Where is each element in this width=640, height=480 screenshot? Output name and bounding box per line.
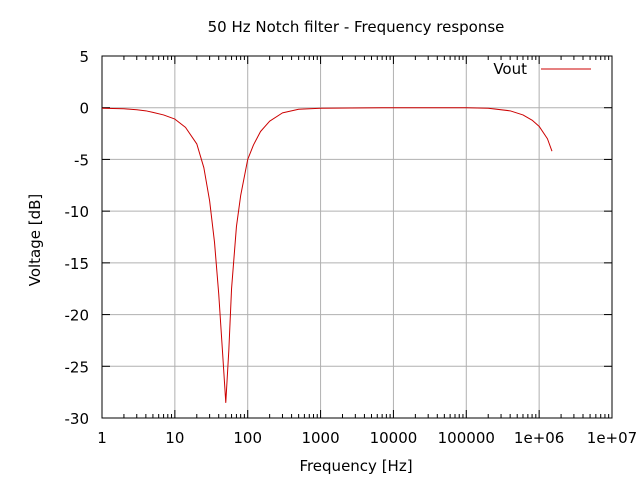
x-tick-label: 1e+07 bbox=[587, 429, 637, 447]
series-layer bbox=[101, 107, 553, 403]
legend: Vout bbox=[493, 60, 591, 78]
x-tick-labels: 1 10 100 1000 10000 100000 1e+06 1e+07 bbox=[97, 429, 637, 447]
y-axis-label: Voltage [dB] bbox=[26, 194, 44, 287]
x-tick-label: 10 bbox=[165, 429, 184, 447]
y-tick-label: 0 bbox=[79, 100, 89, 118]
legend-label-vout: Vout bbox=[493, 60, 527, 78]
plot-border bbox=[101, 55, 613, 419]
y-tick-label: -5 bbox=[74, 151, 89, 169]
y-tick-labels: 5 0 -5 -10 -15 -20 -25 -30 bbox=[65, 48, 90, 428]
y-tick-label: 5 bbox=[79, 48, 89, 66]
y-tick-label: -15 bbox=[65, 255, 90, 273]
chart-title: 50 Hz Notch filter - Frequency response bbox=[208, 18, 505, 36]
y-tick-label: -10 bbox=[65, 203, 90, 221]
axis-ticks bbox=[101, 55, 613, 419]
y-tick-label: -20 bbox=[65, 307, 90, 325]
x-tick-label: 1e+06 bbox=[514, 429, 564, 447]
x-axis-label: Frequency [Hz] bbox=[299, 457, 412, 475]
x-tick-label: 100000 bbox=[438, 429, 495, 447]
y-tick-label: -25 bbox=[65, 358, 90, 376]
series-line-vout bbox=[101, 107, 553, 403]
x-tick-label: 10000 bbox=[370, 429, 418, 447]
x-tick-label: 100 bbox=[233, 429, 262, 447]
x-tick-label: 1000 bbox=[301, 429, 339, 447]
y-tick-label: -30 bbox=[65, 410, 90, 428]
grid-lines bbox=[102, 56, 612, 418]
x-tick-label: 1 bbox=[97, 429, 107, 447]
